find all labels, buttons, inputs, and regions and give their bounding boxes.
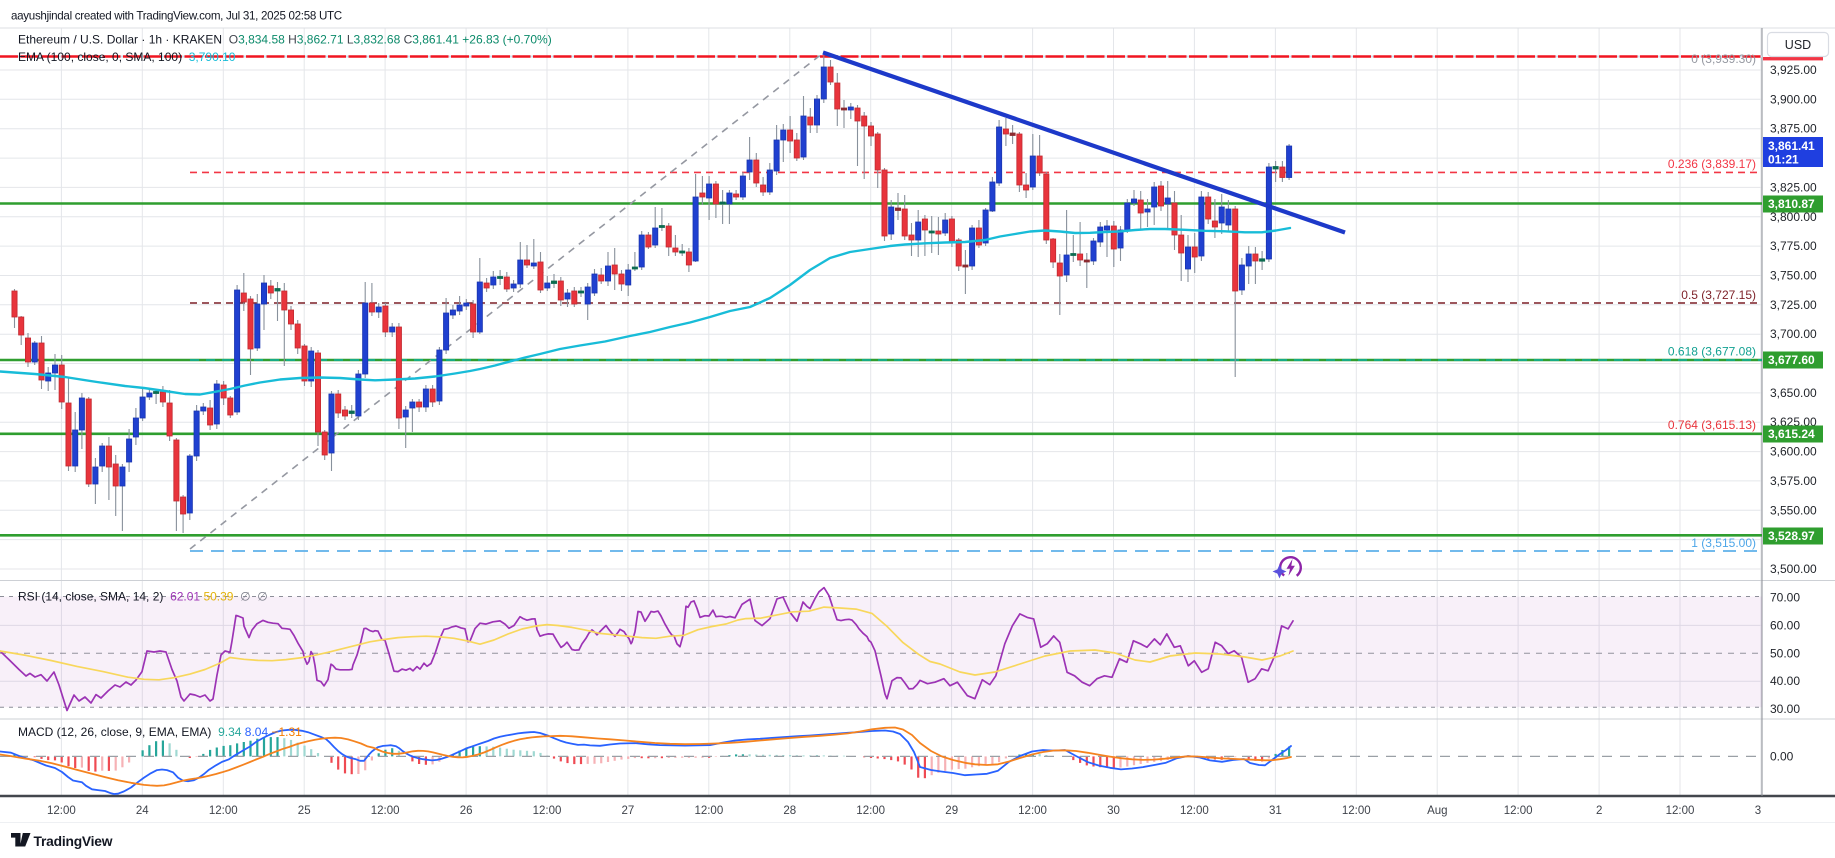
svg-text:0 (3,939.30): 0 (3,939.30) — [1691, 52, 1756, 66]
svg-text:3,575.00: 3,575.00 — [1770, 474, 1817, 488]
svg-text:3,500.00: 3,500.00 — [1770, 562, 1817, 576]
svg-text:3,600.00: 3,600.00 — [1770, 445, 1817, 459]
svg-text:70.00: 70.00 — [1770, 591, 1800, 605]
svg-text:3,775.00: 3,775.00 — [1770, 239, 1817, 253]
svg-text:12:00: 12:00 — [371, 805, 400, 817]
svg-text:3,925.00: 3,925.00 — [1770, 63, 1817, 77]
svg-text:25: 25 — [298, 805, 311, 817]
svg-text:3,750.00: 3,750.00 — [1770, 268, 1817, 282]
svg-text:aayushjindal created with Trad: aayushjindal created with TradingView.co… — [11, 10, 342, 23]
svg-text:3,900.00: 3,900.00 — [1770, 92, 1817, 106]
svg-text:40.00: 40.00 — [1770, 674, 1800, 688]
svg-text:30.00: 30.00 — [1770, 702, 1800, 716]
svg-text:2: 2 — [1596, 805, 1602, 817]
svg-text:TradingView: TradingView — [34, 834, 113, 849]
svg-text:3,861.41: 3,861.41 — [1768, 139, 1815, 153]
svg-text:USD: USD — [1785, 38, 1811, 52]
svg-text:24: 24 — [136, 805, 149, 817]
svg-text:1 (3,515.00): 1 (3,515.00) — [1691, 536, 1756, 550]
svg-text:Ethereum / U.S. Dollar · 1h ·: Ethereum / U.S. Dollar · 1h · KRAKEN O3,… — [18, 33, 552, 47]
svg-text:0.764 (3,615.13): 0.764 (3,615.13) — [1668, 418, 1756, 432]
svg-text:12:00: 12:00 — [533, 805, 562, 817]
svg-text:3,650.00: 3,650.00 — [1770, 386, 1817, 400]
svg-text:EMA (100, close, 0, SMA, 100): EMA (100, close, 0, SMA, 100) 3,790.10 — [18, 50, 236, 64]
svg-text:MACD (12, 26, close, 9, EMA, E: MACD (12, 26, close, 9, EMA, EMA) 9.34 8… — [18, 725, 302, 739]
svg-text:60.00: 60.00 — [1770, 618, 1800, 632]
svg-text:Aug: Aug — [1427, 805, 1447, 817]
svg-text:3: 3 — [1755, 805, 1761, 817]
svg-text:12:00: 12:00 — [209, 805, 238, 817]
svg-text:12:00: 12:00 — [856, 805, 885, 817]
svg-text:3,875.00: 3,875.00 — [1770, 122, 1817, 136]
svg-text:3,700.00: 3,700.00 — [1770, 327, 1817, 341]
svg-text:28: 28 — [783, 805, 796, 817]
svg-text:RSI (14, close, SMA, 14, 2) 6: RSI (14, close, SMA, 14, 2) 62.01 50.39 … — [18, 590, 268, 604]
svg-text:12:00: 12:00 — [1180, 805, 1209, 817]
svg-text:3,725.00: 3,725.00 — [1770, 298, 1817, 312]
svg-text:01:21: 01:21 — [1768, 153, 1799, 167]
svg-text:3,800.00: 3,800.00 — [1770, 210, 1817, 224]
svg-text:31: 31 — [1269, 805, 1282, 817]
svg-text:3,550.00: 3,550.00 — [1770, 503, 1817, 517]
svg-text:3,677.60: 3,677.60 — [1768, 353, 1815, 367]
svg-text:0.00: 0.00 — [1770, 749, 1794, 763]
svg-text:29: 29 — [945, 805, 958, 817]
svg-text:26: 26 — [460, 805, 473, 817]
svg-text:3,825.00: 3,825.00 — [1770, 180, 1817, 194]
svg-text:30: 30 — [1107, 805, 1120, 817]
svg-text:12:00: 12:00 — [694, 805, 723, 817]
svg-text:12:00: 12:00 — [47, 805, 76, 817]
svg-text:0.618 (3,677.08): 0.618 (3,677.08) — [1668, 345, 1756, 359]
svg-text:27: 27 — [622, 805, 635, 817]
svg-text:12:00: 12:00 — [1342, 805, 1371, 817]
svg-text:0.236 (3,839.17): 0.236 (3,839.17) — [1668, 157, 1756, 171]
svg-text:12:00: 12:00 — [1666, 805, 1695, 817]
svg-text:3,810.87: 3,810.87 — [1768, 197, 1815, 211]
svg-text:12:00: 12:00 — [1504, 805, 1533, 817]
svg-text:50.00: 50.00 — [1770, 646, 1800, 660]
svg-text:12:00: 12:00 — [1018, 805, 1047, 817]
svg-text:0.5 (3,727.15): 0.5 (3,727.15) — [1681, 288, 1756, 302]
svg-text:3,528.97: 3,528.97 — [1768, 529, 1815, 543]
svg-text:3,615.24: 3,615.24 — [1768, 427, 1815, 441]
